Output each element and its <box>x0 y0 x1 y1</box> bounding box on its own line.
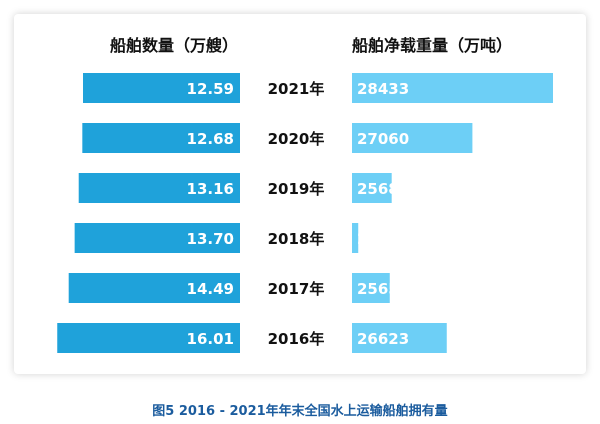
left-bar-label: 12.68 <box>187 130 234 148</box>
right-bar-label: 25115 <box>357 230 409 248</box>
left-series-header: 船舶数量（万艘） <box>109 36 238 55</box>
left-bar-label: 14.49 <box>187 280 234 298</box>
butterfly-bar-chart: 12.59 28433 2021年 12.68 27060 2020年 13.16 25685… <box>57 73 553 353</box>
left-bar-label: 13.70 <box>187 230 234 248</box>
left-bar <box>83 73 240 103</box>
left-bar-label: 13.16 <box>187 180 234 198</box>
right-bar <box>352 173 392 203</box>
left-bar <box>78 173 240 203</box>
right-bar-label: 25652 <box>357 280 409 298</box>
right-bar-label: 25685 <box>357 180 409 198</box>
left-bar <box>68 273 241 303</box>
right-bar <box>352 323 447 353</box>
year-label: 2016年 <box>268 330 325 348</box>
left-bar-label: 12.59 <box>187 80 234 98</box>
year-label: 2018年 <box>268 230 325 248</box>
right-bar <box>352 273 390 303</box>
right-bar <box>352 223 359 253</box>
right-bar <box>352 73 553 103</box>
year-label: 2021年 <box>268 80 325 98</box>
left-bar <box>57 323 240 353</box>
year-label: 2020年 <box>268 130 325 148</box>
right-bar-label: 26623 <box>357 330 409 348</box>
right-series-header: 船舶净载重量（万吨） <box>352 36 513 55</box>
right-bar-label: 28433 <box>357 80 409 98</box>
left-bar <box>74 223 241 253</box>
left-bar-label: 16.01 <box>187 330 234 348</box>
figure-caption: 图5 2016 - 2021年年末全国水上运输船舶拥有量 <box>152 404 448 419</box>
year-label: 2017年 <box>268 280 325 298</box>
year-label: 2019年 <box>268 180 325 198</box>
right-bar-label: 27060 <box>357 130 409 148</box>
left-bar <box>82 123 241 153</box>
right-bar <box>352 123 473 153</box>
